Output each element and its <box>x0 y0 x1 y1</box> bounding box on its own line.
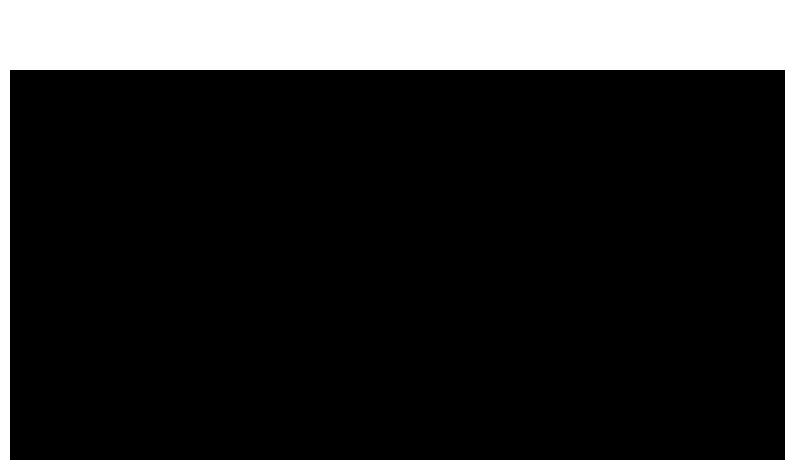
word-cloud <box>10 70 785 460</box>
word-cloud-background <box>10 70 785 460</box>
word-cloud-panel <box>10 70 785 460</box>
